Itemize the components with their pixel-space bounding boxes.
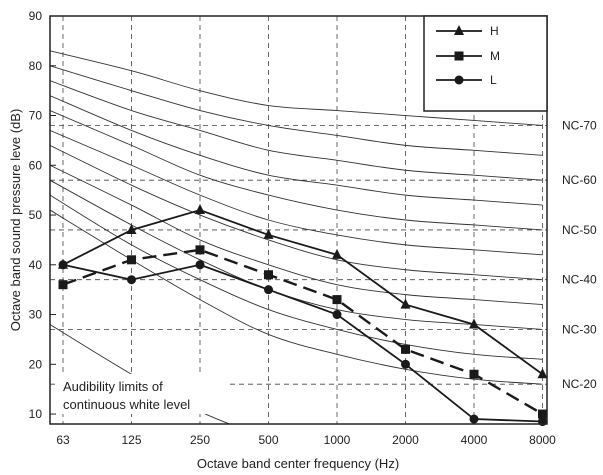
nc-curve-70 [50, 50, 543, 126]
series-h-point [332, 248, 342, 259]
y-tick-label: 20 [29, 357, 43, 371]
series-l-point [264, 285, 273, 295]
series-h-line [62, 209, 544, 375]
y-tick-label: 40 [29, 258, 43, 272]
series-m-point [538, 409, 547, 419]
series-m-line [62, 248, 544, 416]
series-h-point [263, 228, 274, 239]
series-l-point [401, 359, 410, 369]
x-tick-label: 500 [258, 433, 278, 447]
nc-curve-40 [50, 144, 543, 281]
series-m-point [127, 255, 136, 265]
nc-labels: NC-70 NC-60 NC-50 NC-40 NC-30 NC-20 [562, 118, 597, 391]
nc-label: NC-50 [562, 223, 597, 237]
series-l-point [195, 260, 205, 270]
series-h-point [400, 298, 411, 309]
series-m-point [332, 295, 342, 305]
series-m-point [401, 344, 410, 354]
series-l-point [127, 275, 136, 285]
nc-label: NC-60 [562, 173, 597, 187]
legend-h-marker [454, 25, 464, 35]
series-m-point [264, 270, 273, 280]
nc-curve-35 [50, 164, 543, 306]
annotation-line-1: Audibility limits of [63, 379, 163, 394]
series-m-point [195, 245, 205, 255]
x-tick-label: 8000 [529, 433, 556, 447]
series-l-point [58, 260, 68, 270]
legend-l-label: L [490, 73, 497, 87]
series-m-point [58, 280, 68, 290]
nc-label: NC-70 [562, 118, 597, 132]
annotation-bg [58, 374, 228, 414]
nc-curve-25 [50, 194, 543, 360]
y-tick-label: 90 [29, 9, 43, 23]
series-l-point [469, 414, 479, 424]
y-axis-label: Octave band sound pressure leve (dB) [8, 109, 23, 332]
legend-m-label: M [490, 49, 500, 63]
plot-frame [49, 15, 548, 425]
y-tick-label: 70 [29, 109, 43, 123]
legend-h-label: H [490, 24, 499, 38]
series-l-line [62, 263, 543, 423]
y-tick-label: 80 [29, 59, 43, 73]
series-h-point [469, 318, 479, 329]
legend: HML [423, 15, 548, 112]
axis-ticks: 10 20 30 40 50 60 70 80 90 63 125 250 500 1000 2000 400… [29, 9, 557, 447]
x-tick-label: 2000 [392, 433, 419, 447]
x-tick-label: 250 [190, 433, 210, 447]
nc-curve-45 [50, 130, 543, 256]
y-tick-label: 60 [29, 158, 43, 172]
y-tick-label: 10 [29, 407, 43, 421]
legend-l-marker [454, 75, 464, 85]
nc-curve-50 [50, 110, 543, 231]
nc-curve-20 [50, 209, 543, 385]
nc-curve-65 [50, 65, 543, 156]
nc-label: NC-40 [562, 273, 597, 287]
nc-label: NC-20 [562, 377, 597, 391]
series-m-point [469, 369, 479, 379]
nc-curve-55 [50, 95, 543, 206]
x-axis-label: Octave band center frequency (Hz) [197, 456, 399, 471]
x-tick-label: 63 [56, 433, 70, 447]
nc-label: NC-30 [562, 322, 597, 336]
data-series [58, 204, 548, 427]
y-tick-label: 50 [29, 208, 43, 222]
series-h-point [537, 368, 548, 379]
series-l-point [332, 310, 342, 320]
series-h-point [126, 223, 137, 234]
legend-m-marker [454, 51, 464, 61]
series-h-point [195, 204, 205, 215]
annotation-line-2: continuous white level [63, 397, 190, 412]
nc-curve-60 [50, 80, 543, 181]
x-tick-label: 1000 [324, 433, 351, 447]
x-tick-label: 4000 [461, 433, 488, 447]
x-tick-label: 125 [121, 433, 141, 447]
annotation: Audibility limits of continuous white le… [58, 374, 228, 414]
y-tick-label: 30 [29, 308, 43, 322]
